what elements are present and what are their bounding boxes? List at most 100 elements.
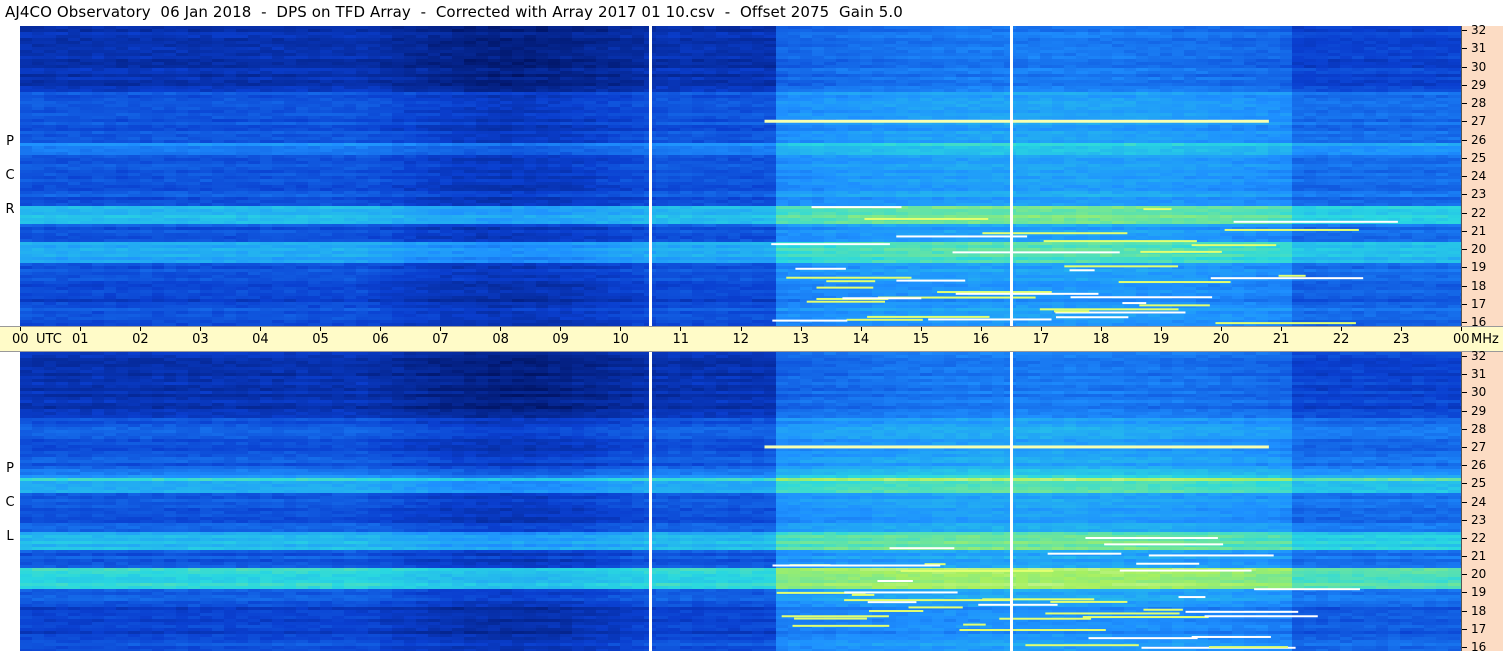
time-tick-label: 12 — [733, 332, 750, 347]
mhz-tick-label: 30 — [1471, 386, 1486, 398]
time-tick — [980, 327, 982, 331]
lcp-frequency-axis: 32 31 30 29 28 27 26 25 24 23 22 21 20 19 18 17 16 — [1461, 350, 1503, 653]
mhz-tick-label: 17 — [1471, 623, 1486, 635]
time-tick-label: 01 — [72, 332, 89, 347]
data-gap-line — [1009, 26, 1013, 326]
mhz-tick-label: 22 — [1471, 207, 1486, 219]
mhz-tick-label: 31 — [1471, 42, 1486, 54]
mhz-tick-label: 16 — [1471, 641, 1486, 653]
mhz-tick — [1462, 610, 1467, 612]
mhz-tick-label: 19 — [1471, 261, 1486, 273]
mhz-tick-label: 23 — [1471, 514, 1486, 526]
spectrogram-image — [20, 26, 1461, 326]
mhz-tick-label: 21 — [1471, 225, 1486, 237]
mhz-tick-label: 24 — [1471, 170, 1486, 182]
rcp-spectrogram — [20, 26, 1461, 326]
time-tick — [1461, 327, 1462, 331]
time-tick-label: 05 — [312, 332, 329, 347]
mhz-tick — [1462, 556, 1467, 558]
time-tick-label: 03 — [192, 332, 209, 347]
mhz-tick — [1462, 176, 1467, 177]
utc-unit-label: UTC — [36, 332, 62, 347]
time-tick-label: 13 — [793, 332, 810, 347]
time-tick-label: 02 — [132, 332, 149, 347]
data-gap-line — [649, 352, 653, 651]
mhz-tick-label: 25 — [1471, 152, 1486, 164]
mhz-tick — [1462, 30, 1467, 31]
mhz-tick — [1462, 628, 1467, 630]
lcp-label-p: P — [2, 461, 18, 476]
mhz-tick — [1462, 501, 1467, 503]
mhz-tick — [1462, 66, 1467, 68]
mhz-tick — [1462, 267, 1467, 269]
time-tick-label: 23 — [1393, 332, 1410, 347]
mhz-tick-label: 27 — [1471, 441, 1486, 453]
time-tick — [1340, 327, 1342, 331]
lcp-spectrogram — [20, 352, 1461, 651]
time-tick-label: 14 — [853, 332, 870, 347]
time-tick — [860, 327, 862, 331]
mhz-tick — [1462, 303, 1467, 305]
mhz-tick — [1462, 212, 1467, 214]
mhz-tick — [1462, 374, 1467, 376]
chart-title: AJ4CO Observatory 06 Jan 2018 - DPS on T… — [5, 3, 903, 21]
data-gap-line — [1009, 352, 1013, 651]
mhz-tick-label: 23 — [1471, 188, 1486, 200]
time-tick-label: 04 — [252, 332, 269, 347]
time-tick — [80, 327, 82, 331]
time-tick-label: 10 — [612, 332, 629, 347]
mhz-tick-label: 27 — [1471, 115, 1486, 127]
mhz-tick — [1462, 103, 1467, 104]
time-tick-label: 19 — [1153, 332, 1170, 347]
mhz-unit-label: MHz — [1471, 332, 1499, 347]
time-tick — [440, 327, 442, 331]
time-tick-label: 16 — [973, 332, 990, 347]
mhz-tick-label: 25 — [1471, 477, 1486, 489]
time-tick-label: 06 — [372, 332, 389, 347]
time-tick-label: 00 — [12, 332, 29, 347]
mhz-tick — [1462, 519, 1467, 521]
rcp-label-r: R — [2, 202, 18, 217]
time-tick-label: 11 — [672, 332, 689, 347]
mhz-tick-label: 17 — [1471, 298, 1486, 310]
time-tick — [740, 327, 742, 331]
mhz-tick-label: 18 — [1471, 605, 1486, 617]
rcp-label-p: P — [2, 134, 18, 149]
mhz-tick-label: 16 — [1471, 316, 1486, 328]
mhz-tick — [1462, 121, 1467, 123]
mhz-tick — [1462, 483, 1467, 485]
mhz-tick — [1462, 446, 1467, 448]
time-tick — [500, 327, 502, 331]
time-tick — [1160, 327, 1162, 331]
time-tick — [1100, 327, 1102, 331]
data-gap-line — [649, 26, 653, 326]
mhz-tick-label: 18 — [1471, 280, 1486, 292]
rcp-frequency-axis: 32 31 30 29 28 27 26 25 24 23 22 21 20 19 18 17 16 — [1461, 24, 1503, 328]
time-tick — [380, 327, 382, 331]
mhz-tick-label: 22 — [1471, 532, 1486, 544]
mhz-tick — [1462, 194, 1467, 196]
time-tick-label: 21 — [1273, 332, 1290, 347]
mhz-tick-label: 32 — [1471, 350, 1486, 362]
mhz-tick — [1462, 322, 1467, 323]
lcp-label-c: C — [2, 495, 18, 510]
time-tick — [680, 327, 682, 331]
mhz-tick-label: 32 — [1471, 24, 1486, 36]
mhz-tick — [1462, 157, 1467, 159]
mhz-tick-label: 28 — [1471, 97, 1486, 109]
lcp-label-l: L — [2, 529, 18, 544]
mhz-tick — [1462, 574, 1467, 576]
time-tick — [140, 327, 142, 331]
mhz-tick-label: 20 — [1471, 243, 1486, 255]
mhz-tick-label: 26 — [1471, 459, 1486, 471]
time-tick-label: 22 — [1333, 332, 1350, 347]
mhz-tick — [1462, 537, 1467, 539]
time-tick-label: 15 — [913, 332, 930, 347]
time-tick — [200, 327, 202, 331]
mhz-tick — [1462, 392, 1467, 394]
time-tick — [1220, 327, 1222, 331]
time-tick-label: 07 — [432, 332, 449, 347]
mhz-tick-label: 26 — [1471, 134, 1486, 146]
mhz-tick — [1462, 48, 1467, 50]
time-tick-label: 20 — [1213, 332, 1230, 347]
